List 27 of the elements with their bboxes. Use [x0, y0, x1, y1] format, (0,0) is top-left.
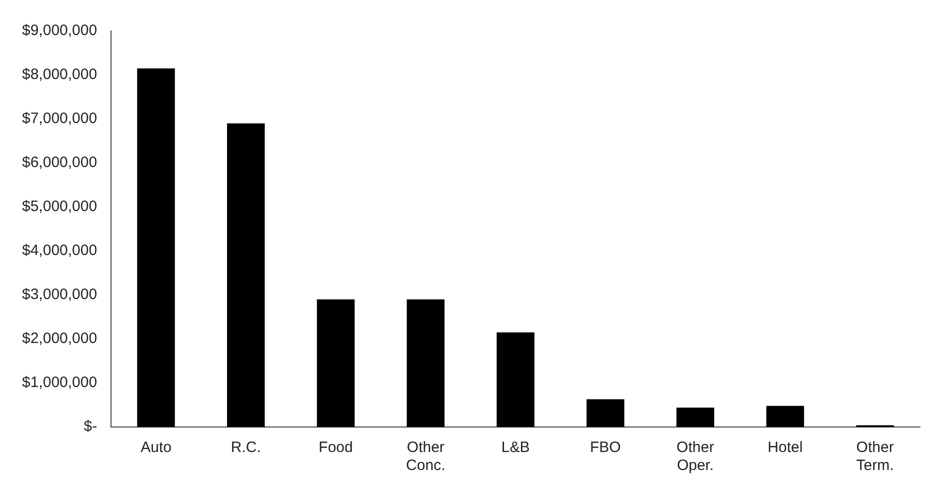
- y-tick-label: $6,000,000: [22, 154, 98, 172]
- x-tick-label: Auto: [140, 439, 172, 456]
- x-tick-label: FBO: [590, 439, 621, 456]
- bar: [496, 332, 534, 427]
- bar: [676, 408, 714, 427]
- x-tick-label: Other Conc.: [406, 439, 446, 474]
- bar: [586, 399, 624, 427]
- y-tick-label: $4,000,000: [22, 242, 98, 260]
- x-tick-label: Hotel: [768, 439, 803, 456]
- x-tick-label: L&B: [501, 439, 530, 456]
- x-tick-label: R.C.: [230, 439, 261, 456]
- bar: [227, 123, 265, 427]
- bar: [766, 406, 804, 427]
- y-tick-label: $3,000,000: [22, 286, 98, 304]
- bar: [406, 299, 445, 427]
- bar: [137, 68, 175, 427]
- x-tick-label: Food: [318, 439, 353, 456]
- y-tick-label: $1,000,000: [22, 374, 98, 392]
- y-tick-label: $7,000,000: [22, 110, 98, 128]
- y-tick-label: $5,000,000: [22, 198, 98, 216]
- y-tick-label: $8,000,000: [22, 66, 98, 84]
- y-tick-label: $2,000,000: [22, 330, 98, 348]
- y-tick-label: $-: [84, 418, 98, 436]
- y-tick-label: $9,000,000: [22, 22, 98, 40]
- x-tick-label: Other Term.: [856, 439, 894, 474]
- x-tick-label: Other Oper.: [676, 439, 714, 474]
- bar: [316, 299, 355, 427]
